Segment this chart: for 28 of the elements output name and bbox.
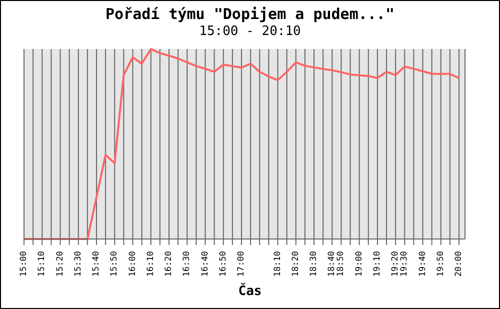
x-tick-label: 16:20 — [164, 251, 174, 277]
x-tick-label: 18:40 — [327, 251, 338, 277]
x-tick-label: 19:40 — [418, 251, 428, 277]
x-tick-label: 15:20 — [55, 251, 66, 277]
x-tick-label: 16:00 — [128, 251, 138, 277]
x-tick-label: 19:30 — [400, 251, 410, 277]
x-tick-label: 16:10 — [146, 251, 156, 277]
x-tick-label: 15:00 — [19, 251, 29, 277]
chart-subtitle: 15:00 - 20:10 — [198, 24, 302, 39]
chart-title: Pořadí týmu "Dopijem a pudem..." — [104, 5, 396, 23]
x-tick-label: 18:20 — [290, 251, 301, 277]
x-tick-label: 16:30 — [182, 251, 192, 277]
x-tick-label: 18:30 — [309, 251, 319, 277]
x-tick-label: 15:30 — [73, 251, 84, 277]
x-tick-label: 16:50 — [218, 251, 228, 277]
x-tick-label: 15:40 — [92, 251, 102, 277]
x-tick-label: 19:20 — [390, 251, 401, 277]
x-tick-label: 20:00 — [454, 251, 464, 277]
x-tick-label: 15:10 — [37, 251, 48, 277]
x-tick-label: 18:10 — [272, 251, 283, 277]
x-tick-label: 19:50 — [436, 251, 446, 277]
x-axis-title: Čas — [237, 284, 263, 299]
x-tick-label: 16:40 — [200, 251, 210, 277]
x-tick-label: 19:10 — [372, 251, 382, 277]
x-tick-label: 15:50 — [110, 251, 120, 277]
x-tick-label: 19:00 — [354, 251, 364, 277]
x-tick-label: 18:50 — [336, 251, 346, 277]
x-tick-label: 17:00 — [236, 251, 246, 277]
